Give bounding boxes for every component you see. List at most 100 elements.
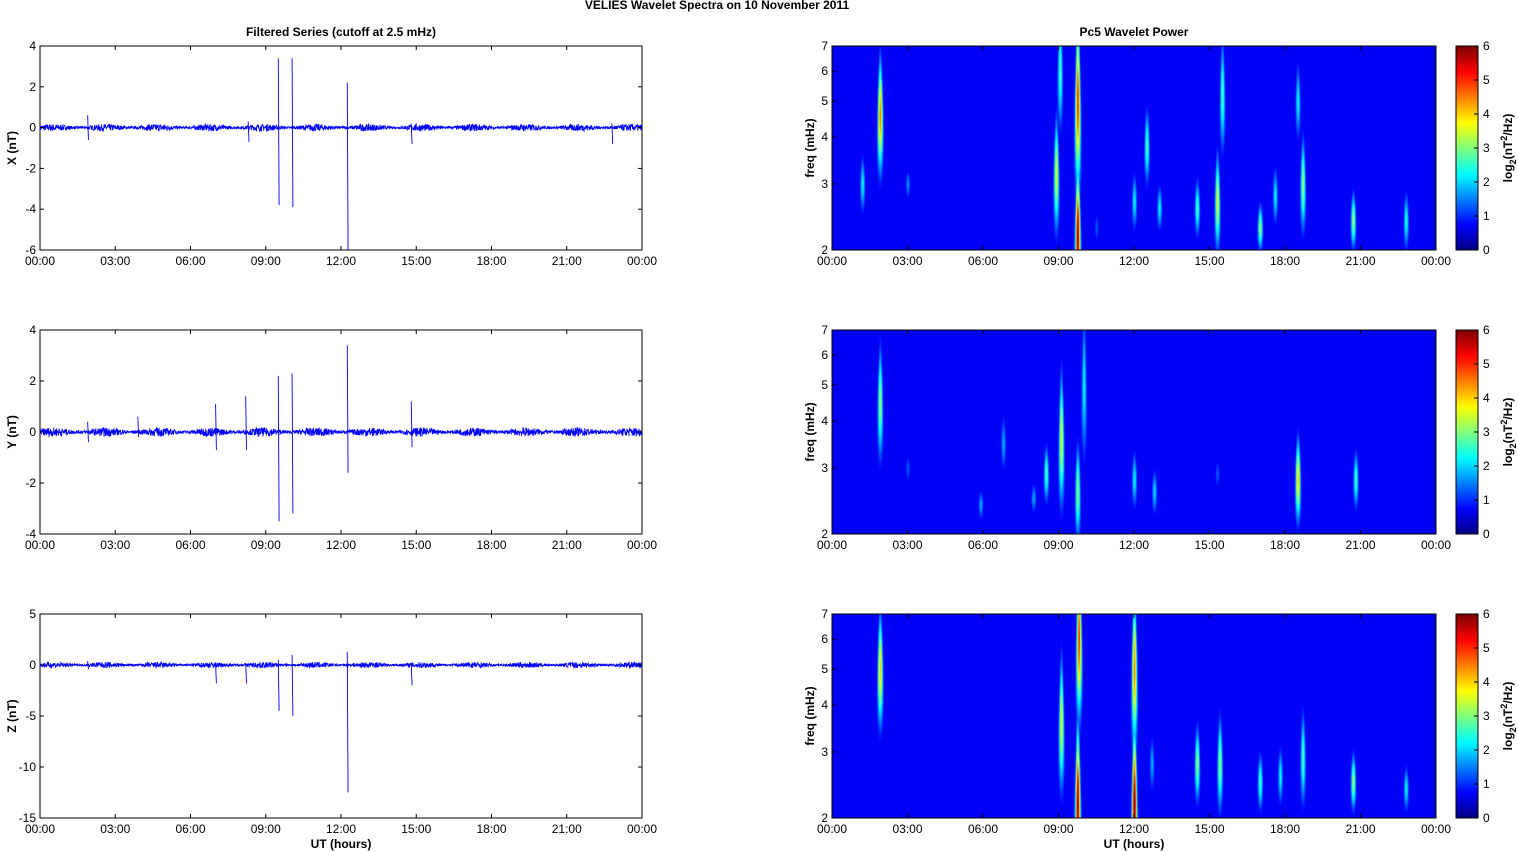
series-spike bbox=[247, 121, 250, 142]
colorbar-tick-label: 0 bbox=[1483, 243, 1490, 257]
colorbar-tick-label: 1 bbox=[1483, 209, 1490, 223]
series-xtick-label: 00:00 bbox=[627, 538, 657, 552]
wavelet-ytick-label: 6 bbox=[821, 348, 828, 362]
wavelet-xtick-label: 00:00 bbox=[1421, 538, 1451, 552]
right-xlabel: UT (hours) bbox=[1104, 837, 1165, 851]
series-xtick-label: 12:00 bbox=[326, 822, 356, 836]
colorbar-X bbox=[1456, 46, 1478, 250]
figure-title: VELIES Wavelet Spectra on 10 November 20… bbox=[585, 0, 850, 12]
series-xtick-label: 21:00 bbox=[552, 538, 582, 552]
series-ytick-label: -4 bbox=[25, 527, 36, 541]
series-xtick-label: 09:00 bbox=[251, 254, 281, 268]
colorbar-label: log2(nT2/Hz) bbox=[1499, 398, 1518, 467]
colorbar-tick-label: 4 bbox=[1483, 391, 1490, 405]
wavelet-xtick-label: 18:00 bbox=[1270, 822, 1300, 836]
colorbar-Y bbox=[1456, 330, 1478, 534]
series-xtick-label: 03:00 bbox=[100, 538, 130, 552]
wavelet-xtick-label: 09:00 bbox=[1043, 822, 1073, 836]
series-spike bbox=[346, 345, 349, 473]
series-trace-X bbox=[39, 122, 643, 133]
series-ytick-label: -15 bbox=[19, 811, 37, 825]
wavelet-xtick-label: 21:00 bbox=[1345, 822, 1375, 836]
series-spike bbox=[277, 58, 280, 206]
colorbar-label: log2(nT2/Hz) bbox=[1499, 114, 1518, 183]
series-xtick-label: 00:00 bbox=[627, 254, 657, 268]
series-xtick-label: 00:00 bbox=[25, 254, 55, 268]
series-ytick-label: -5 bbox=[25, 709, 36, 723]
series-spike bbox=[87, 115, 89, 140]
series-spike bbox=[87, 660, 89, 670]
series-ytick-label: 0 bbox=[29, 658, 36, 672]
wavelet-xtick-label: 03:00 bbox=[892, 538, 922, 552]
wavelet-xtick-label: 00:00 bbox=[1421, 822, 1451, 836]
series-xtick-label: 18:00 bbox=[476, 822, 506, 836]
wavelet-xtick-label: 09:00 bbox=[1043, 254, 1073, 268]
series-xtick-label: 00:00 bbox=[25, 538, 55, 552]
series-spike bbox=[410, 123, 413, 144]
series-ytick-label: -4 bbox=[25, 202, 36, 216]
left-column-title: Filtered Series (cutoff at 2.5 mHz) bbox=[246, 25, 436, 39]
wavelet-xtick-label: 06:00 bbox=[968, 538, 998, 552]
colorbar-tick-label: 4 bbox=[1483, 675, 1490, 689]
series-xtick-label: 06:00 bbox=[175, 538, 205, 552]
series-ytick-label: 0 bbox=[29, 425, 36, 439]
wavelet-ytick-label: 7 bbox=[821, 607, 828, 621]
colorbar-tick-label: 0 bbox=[1483, 527, 1490, 541]
series-ylabel-Z: Z (nT) bbox=[5, 699, 19, 732]
wavelet-xtick-label: 00:00 bbox=[817, 822, 847, 836]
colorbar-tick-label: 1 bbox=[1483, 777, 1490, 791]
series-spike bbox=[87, 421, 89, 443]
series-ytick-label: -2 bbox=[25, 476, 36, 490]
wavelet-xtick-label: 00:00 bbox=[817, 538, 847, 552]
colorbar-tick-label: 2 bbox=[1483, 459, 1490, 473]
colorbar-tick-label: 5 bbox=[1483, 73, 1490, 87]
series-xtick-label: 18:00 bbox=[476, 538, 506, 552]
series-xtick-label: 06:00 bbox=[175, 254, 205, 268]
colorbar-tick-label: 1 bbox=[1483, 493, 1490, 507]
series-ytick-label: -10 bbox=[19, 760, 37, 774]
series-trace-Y bbox=[39, 426, 643, 438]
wavelet-ytick-label: 4 bbox=[821, 414, 828, 428]
wavelet-xtick-label: 06:00 bbox=[968, 822, 998, 836]
series-xtick-label: 00:00 bbox=[25, 822, 55, 836]
colorbar-Z bbox=[1456, 614, 1478, 818]
wavelet-ytick-label: 3 bbox=[821, 461, 828, 475]
colorbar-tick-label: 3 bbox=[1483, 425, 1490, 439]
series-ytick-label: 5 bbox=[29, 607, 36, 621]
series-ytick-label: 2 bbox=[29, 374, 36, 388]
series-xtick-label: 00:00 bbox=[627, 822, 657, 836]
wavelet-ylabel: freq (mHz) bbox=[803, 686, 817, 745]
wavelet-power-map-Y bbox=[832, 330, 1436, 534]
wavelet-xtick-label: 18:00 bbox=[1270, 254, 1300, 268]
series-ytick-label: 4 bbox=[29, 323, 36, 337]
wavelet-xtick-label: 00:00 bbox=[817, 254, 847, 268]
series-ytick-label: 0 bbox=[29, 121, 36, 135]
series-spike bbox=[215, 403, 217, 450]
wavelet-xtick-label: 21:00 bbox=[1345, 254, 1375, 268]
wavelet-ylabel: freq (mHz) bbox=[803, 118, 817, 177]
series-spike bbox=[291, 58, 294, 208]
wavelet-xtick-label: 12:00 bbox=[1119, 538, 1149, 552]
wavelet-ytick-label: 7 bbox=[821, 323, 828, 337]
wavelet-ytick-label: 2 bbox=[821, 811, 828, 825]
series-spike bbox=[346, 82, 349, 251]
wavelet-ytick-label: 2 bbox=[821, 527, 828, 541]
series-axes-Z bbox=[39, 613, 643, 819]
wavelet-xtick-label: 00:00 bbox=[1421, 254, 1451, 268]
wavelet-xtick-label: 15:00 bbox=[1194, 538, 1224, 552]
series-xtick-label: 21:00 bbox=[552, 254, 582, 268]
series-ylabel-Y: Y (nT) bbox=[5, 415, 19, 449]
wavelet-ytick-label: 4 bbox=[821, 130, 828, 144]
series-spike bbox=[410, 662, 413, 686]
wavelet-ytick-label: 3 bbox=[821, 745, 828, 759]
series-spike bbox=[291, 654, 294, 717]
colorbar-tick-label: 6 bbox=[1483, 39, 1490, 53]
series-spike bbox=[410, 401, 413, 448]
wavelet-xtick-label: 21:00 bbox=[1345, 538, 1375, 552]
colorbar-tick-label: 5 bbox=[1483, 357, 1490, 371]
colorbar-tick-label: 6 bbox=[1483, 323, 1490, 337]
wavelet-xtick-label: 18:00 bbox=[1270, 538, 1300, 552]
colorbar-tick-label: 6 bbox=[1483, 607, 1490, 621]
series-ytick-label: 2 bbox=[29, 80, 36, 94]
